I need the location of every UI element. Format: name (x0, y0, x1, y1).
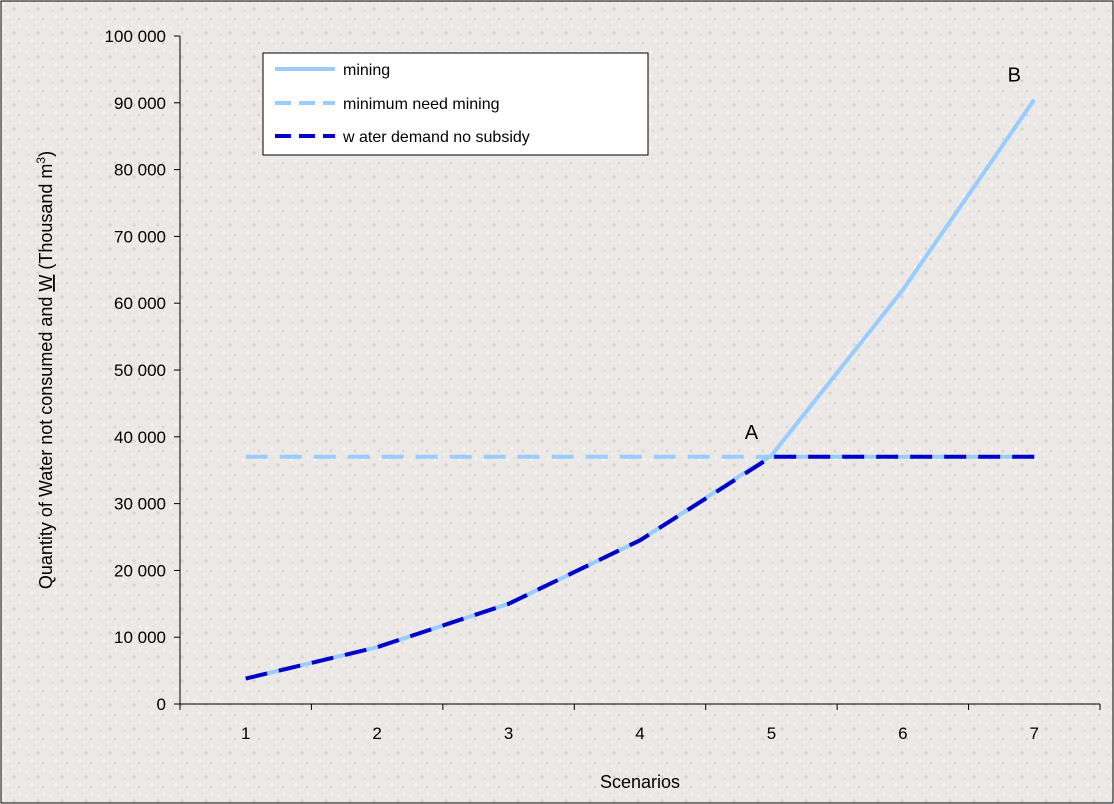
y-tick-label: 70 000 (114, 227, 166, 246)
legend: mining minimum need mining w ater demand… (262, 52, 649, 156)
x-tick-label: 7 (1030, 724, 1039, 743)
y-tick-label: 90 000 (114, 94, 166, 113)
annotations: AB (745, 64, 1021, 443)
y-tick-label: 80 000 (114, 161, 166, 180)
series-layer (245, 98, 1036, 681)
y-axis-label-sup: 3 (34, 157, 48, 164)
y-ticks: 0 10 000 20 000 30 000 40 000 50 000 60 000 70 … (105, 27, 180, 714)
y-axis-label-main: Quantity of Water not consumed and (36, 292, 56, 590)
y-tick-label: 100 000 (105, 27, 166, 46)
y-axis-label-unit: (Thousand m (36, 164, 56, 275)
y-tick-label: 20 000 (114, 561, 166, 580)
y-tick-label: 10 000 (114, 628, 166, 647)
x-tick-label: 5 (767, 724, 776, 743)
y-tick-label: 40 000 (114, 428, 166, 447)
series-line-w-ater-demand-no-subsidy (245, 454, 1035, 681)
legend-label-mining: mining (343, 62, 390, 79)
x-tick-label: 4 (635, 724, 644, 743)
x-tick-label: 2 (372, 724, 381, 743)
x-axis-label: Scenarios (600, 772, 680, 792)
x-ticks: 1 2 3 4 5 6 7 (179, 704, 1101, 743)
y-tick-label: 50 000 (114, 361, 166, 380)
y-axis-label: Quantity of Water not consumed and W (Th… (34, 151, 56, 589)
annotation-b: B (1008, 64, 1021, 86)
y-tick-label: 0 (157, 695, 166, 714)
x-tick-label: 6 (898, 724, 907, 743)
annotation-a: A (745, 422, 759, 444)
y-tick-label: 60 000 (114, 294, 166, 313)
legend-label-minimum-need-mining: minimum need mining (343, 96, 500, 113)
x-tick-label: 3 (504, 724, 513, 743)
y-axis-label-w: W (36, 275, 56, 292)
y-axis-label-close: ) (36, 151, 56, 157)
y-tick-label: 30 000 (114, 495, 166, 514)
legend-label-water-demand-no-subsidy: w ater demand no subsidy (342, 129, 530, 146)
x-tick-label: 1 (241, 724, 250, 743)
